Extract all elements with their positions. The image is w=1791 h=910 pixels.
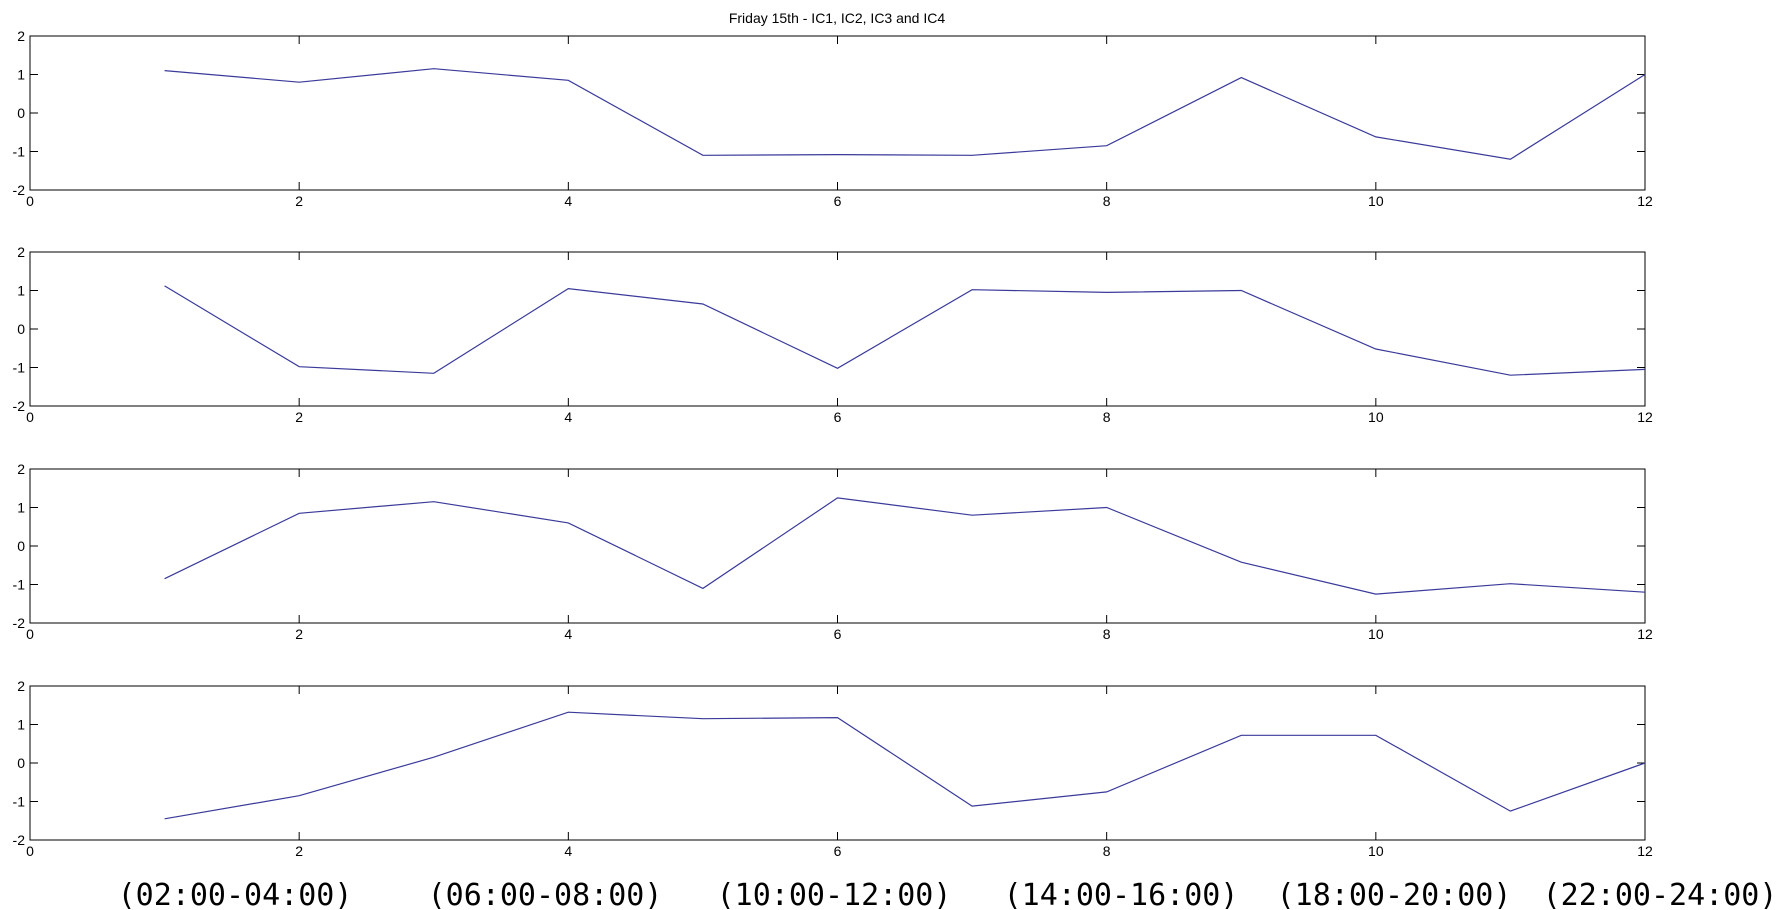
series-line bbox=[164, 285, 1646, 376]
x-tick-label: 0 bbox=[26, 843, 34, 859]
axes-box bbox=[29, 251, 1646, 407]
x-tick-label: 4 bbox=[564, 843, 572, 859]
y-tick-label: 0 bbox=[17, 538, 25, 554]
time-range-label: (22:00-24:00) bbox=[1543, 878, 1778, 910]
y-tick-label: 2 bbox=[17, 244, 25, 260]
y-tick-label: -2 bbox=[13, 398, 26, 414]
y-tick-label: -1 bbox=[13, 794, 26, 810]
time-range-label: (18:00-20:00) bbox=[1277, 878, 1512, 910]
x-tick-label: 8 bbox=[1103, 193, 1111, 209]
time-range-labels: (02:00-04:00) (06:00-08:00) (10:00-12:00) (… bbox=[118, 878, 1778, 910]
x-tick-label: 8 bbox=[1103, 409, 1111, 425]
x-tick-label: 2 bbox=[295, 843, 303, 859]
y-tick-label: -2 bbox=[13, 832, 26, 848]
x-tick-label: 4 bbox=[564, 409, 572, 425]
x-tick-label: 4 bbox=[564, 193, 572, 209]
x-tick-label: 12 bbox=[1637, 843, 1653, 859]
x-tick-label: 10 bbox=[1368, 626, 1384, 642]
x-tick-label: 6 bbox=[834, 193, 842, 209]
x-tick-label: 0 bbox=[26, 409, 34, 425]
x-tick-label: 10 bbox=[1368, 193, 1384, 209]
y-tick-label: 0 bbox=[17, 321, 25, 337]
x-tick-label: 4 bbox=[564, 626, 572, 642]
y-tick-label: -2 bbox=[13, 615, 26, 631]
y-tick-label: -1 bbox=[13, 360, 26, 376]
y-tick-label: 0 bbox=[17, 105, 25, 121]
axes-box bbox=[29, 35, 1646, 191]
y-tick-label: 0 bbox=[17, 755, 25, 771]
x-tick-label: 12 bbox=[1637, 626, 1653, 642]
y-tick-label: 2 bbox=[17, 28, 25, 44]
y-tick-label: 1 bbox=[17, 283, 25, 299]
y-tick-label: 1 bbox=[17, 500, 25, 516]
x-tick-label: 2 bbox=[295, 409, 303, 425]
axes-box bbox=[29, 468, 1646, 624]
x-tick-label: 8 bbox=[1103, 626, 1111, 642]
x-tick-label: 6 bbox=[834, 843, 842, 859]
x-tick-label: 6 bbox=[834, 626, 842, 642]
y-tick-label: 2 bbox=[17, 678, 25, 694]
time-range-label: (06:00-08:00) bbox=[428, 878, 663, 910]
x-tick-label: 2 bbox=[295, 193, 303, 209]
y-tick-label: -2 bbox=[13, 182, 26, 198]
time-range-label: (14:00-16:00) bbox=[1004, 878, 1239, 910]
series-line bbox=[164, 711, 1646, 820]
time-range-label: (10:00-12:00) bbox=[717, 878, 952, 910]
y-tick-label: 1 bbox=[17, 67, 25, 83]
chart-title: Friday 15th - IC1, IC2, IC3 and IC4 bbox=[729, 10, 946, 26]
x-tick-label: 2 bbox=[295, 626, 303, 642]
x-tick-label: 8 bbox=[1103, 843, 1111, 859]
axes-box bbox=[29, 685, 1646, 841]
x-tick-label: 6 bbox=[834, 409, 842, 425]
series-line bbox=[164, 497, 1646, 595]
y-tick-label: 2 bbox=[17, 461, 25, 477]
x-tick-label: 12 bbox=[1637, 193, 1653, 209]
x-tick-label: 0 bbox=[26, 626, 34, 642]
y-tick-label: -1 bbox=[13, 144, 26, 160]
y-tick-label: 1 bbox=[17, 717, 25, 733]
time-range-label: (02:00-04:00) bbox=[118, 878, 353, 910]
x-tick-label: 10 bbox=[1368, 409, 1384, 425]
series-line bbox=[164, 68, 1646, 160]
x-tick-label: 10 bbox=[1368, 843, 1384, 859]
x-tick-label: 12 bbox=[1637, 409, 1653, 425]
x-tick-label: 0 bbox=[26, 193, 34, 209]
y-tick-label: -1 bbox=[13, 577, 26, 593]
